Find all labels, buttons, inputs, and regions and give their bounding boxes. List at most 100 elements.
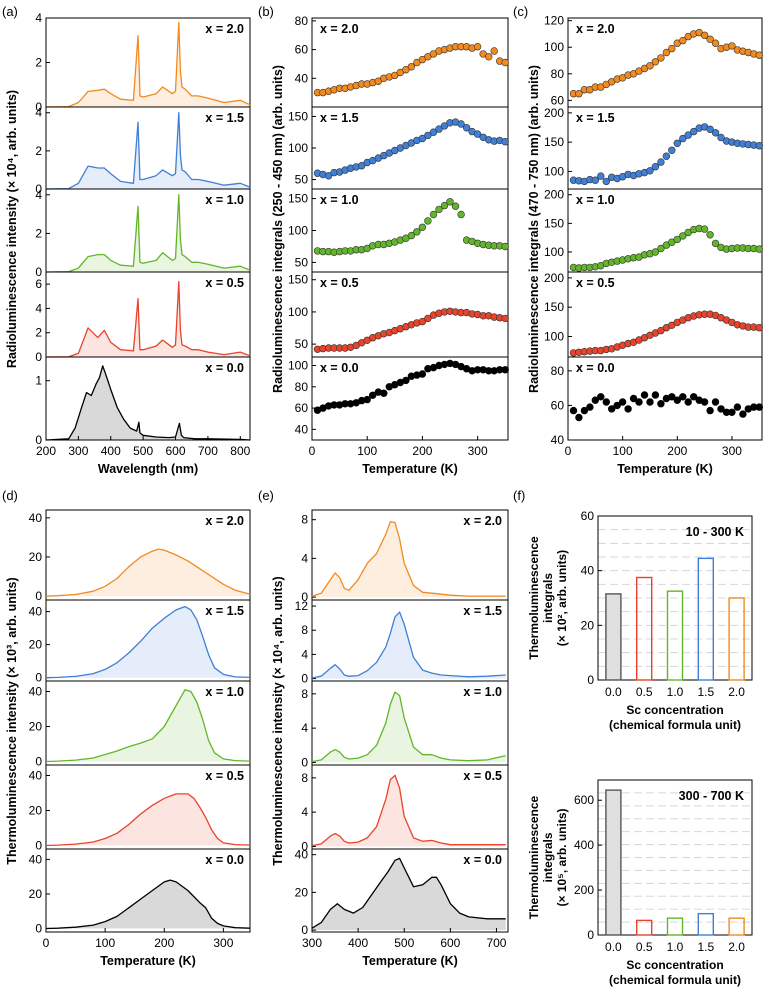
series-area-fill (46, 880, 250, 929)
data-point (424, 314, 432, 323)
y-tick-label: 150 (544, 135, 564, 149)
data-point (473, 130, 482, 138)
y-tick-label: 20 (29, 550, 43, 564)
series-label: x = 1.0 (576, 193, 615, 207)
series-label: x = 0.5 (320, 276, 359, 290)
data-point (501, 58, 509, 67)
data-point (435, 205, 443, 214)
data-point (662, 152, 671, 160)
y-tick-label: 2 (35, 226, 42, 240)
series-a-0: 0 2 4 x = 2.0 (35, 11, 251, 114)
y-tick-label: 20 (29, 887, 43, 901)
data-point (668, 146, 676, 155)
y-tick-label: 0 (35, 589, 42, 603)
data-point (662, 48, 671, 57)
x-tick-label: 200 (36, 444, 56, 458)
y-tick-label: 4 (301, 647, 308, 661)
y-axis-title: integrals (541, 832, 555, 882)
series-line (45, 21, 251, 108)
y-tick-label: 4 (301, 551, 308, 565)
data-point (435, 125, 443, 133)
series-c-2: 100 150 200 x = 1.0 (544, 188, 763, 273)
data-point (575, 413, 583, 422)
data-point (755, 142, 763, 150)
y-tick-label: 12 (295, 599, 309, 613)
x-axis-title: Temperature (K) (362, 462, 458, 476)
y-tick-label: 100 (288, 141, 308, 155)
data-point (618, 398, 627, 406)
data-point (717, 405, 725, 413)
y-tick-label: 0 (301, 839, 308, 853)
data-point (700, 398, 709, 406)
y-tick-label: 0 (301, 672, 308, 686)
data-point (706, 35, 714, 43)
x-tick-label: 300 (302, 936, 322, 950)
data-point (651, 391, 660, 399)
data-point (485, 53, 493, 61)
data-point (755, 245, 763, 253)
series-label: x = 0.5 (576, 276, 615, 290)
series-label: x = 1.5 (205, 604, 244, 618)
data-point (363, 395, 371, 404)
y-tick-label: 0 (587, 673, 594, 687)
x-tick-label: 300 (468, 444, 488, 458)
y-tick-label: 40 (29, 852, 43, 866)
x-tick-label: 200 (667, 444, 687, 458)
data-point (739, 410, 747, 418)
y-tick-label: 40 (29, 769, 43, 783)
data-point (717, 133, 725, 142)
y-axis-title: (× 10², arb. units) (555, 550, 569, 646)
data-point (711, 39, 720, 47)
data-point (728, 408, 736, 416)
data-point (711, 398, 720, 406)
y-tick-label: 200 (544, 106, 564, 120)
y-tick-label: 150 (288, 273, 308, 287)
data-point (490, 47, 498, 55)
bar (666, 917, 684, 936)
x-tick-label: 300 (722, 444, 742, 458)
data-point (473, 42, 482, 51)
x-tick-label: 200 (154, 936, 174, 950)
panel-label: (c) (513, 4, 528, 19)
x-tick-label: 400 (101, 444, 121, 458)
series-b-3: 50 100 150 x = 0.5 (288, 271, 509, 358)
series-area-fill (312, 612, 506, 679)
series-area-fill (312, 692, 506, 763)
x-axis-title: Wavelength (nm) (98, 462, 198, 476)
series-e-1: 0 4 8 12 x = 1.5 (295, 599, 509, 686)
data-point (700, 31, 709, 39)
x-tick-label: 800 (230, 444, 250, 458)
y-tick-label: 8 (301, 771, 308, 785)
data-point (380, 389, 388, 397)
subplot-frame (45, 356, 251, 441)
x-axis-title: Temperature (K) (362, 954, 458, 968)
series-label: x = 1.5 (320, 111, 359, 125)
y-tick-label: 100 (544, 245, 564, 259)
subplot-frame (567, 356, 763, 441)
y-tick-label: 100 (288, 359, 308, 373)
x-tick-label: 1.5 (697, 940, 714, 954)
data-point (358, 162, 366, 170)
y-tick-label: 80 (295, 14, 309, 28)
data-point (418, 134, 427, 143)
y-axis-title: Radioluminescence integrals (250 - 450 n… (271, 65, 285, 393)
panel-label: (a) (2, 4, 18, 19)
y-tick-label: 0 (35, 671, 42, 685)
x-tick-label: 0.0 (605, 685, 622, 699)
data-point (673, 235, 681, 244)
series-label: x = 0.5 (463, 769, 502, 783)
y-tick-label: 0 (35, 433, 42, 447)
y-tick-label: 60 (295, 401, 309, 415)
bar (605, 789, 622, 936)
data-point (668, 44, 676, 53)
data-point (429, 128, 438, 136)
x-tick-label: 1.5 (697, 685, 714, 699)
y-axis-title: Thermoluminescence intensity (× 10⁴, arb… (271, 576, 285, 865)
y-tick-label: 100 (288, 305, 308, 319)
series-area-fill (46, 365, 250, 440)
x-tick-label: 600 (166, 444, 186, 458)
x-axis-title: (chemical formula unit) (609, 973, 741, 987)
data-point (651, 248, 660, 256)
data-point (755, 403, 763, 411)
data-point (668, 393, 676, 401)
